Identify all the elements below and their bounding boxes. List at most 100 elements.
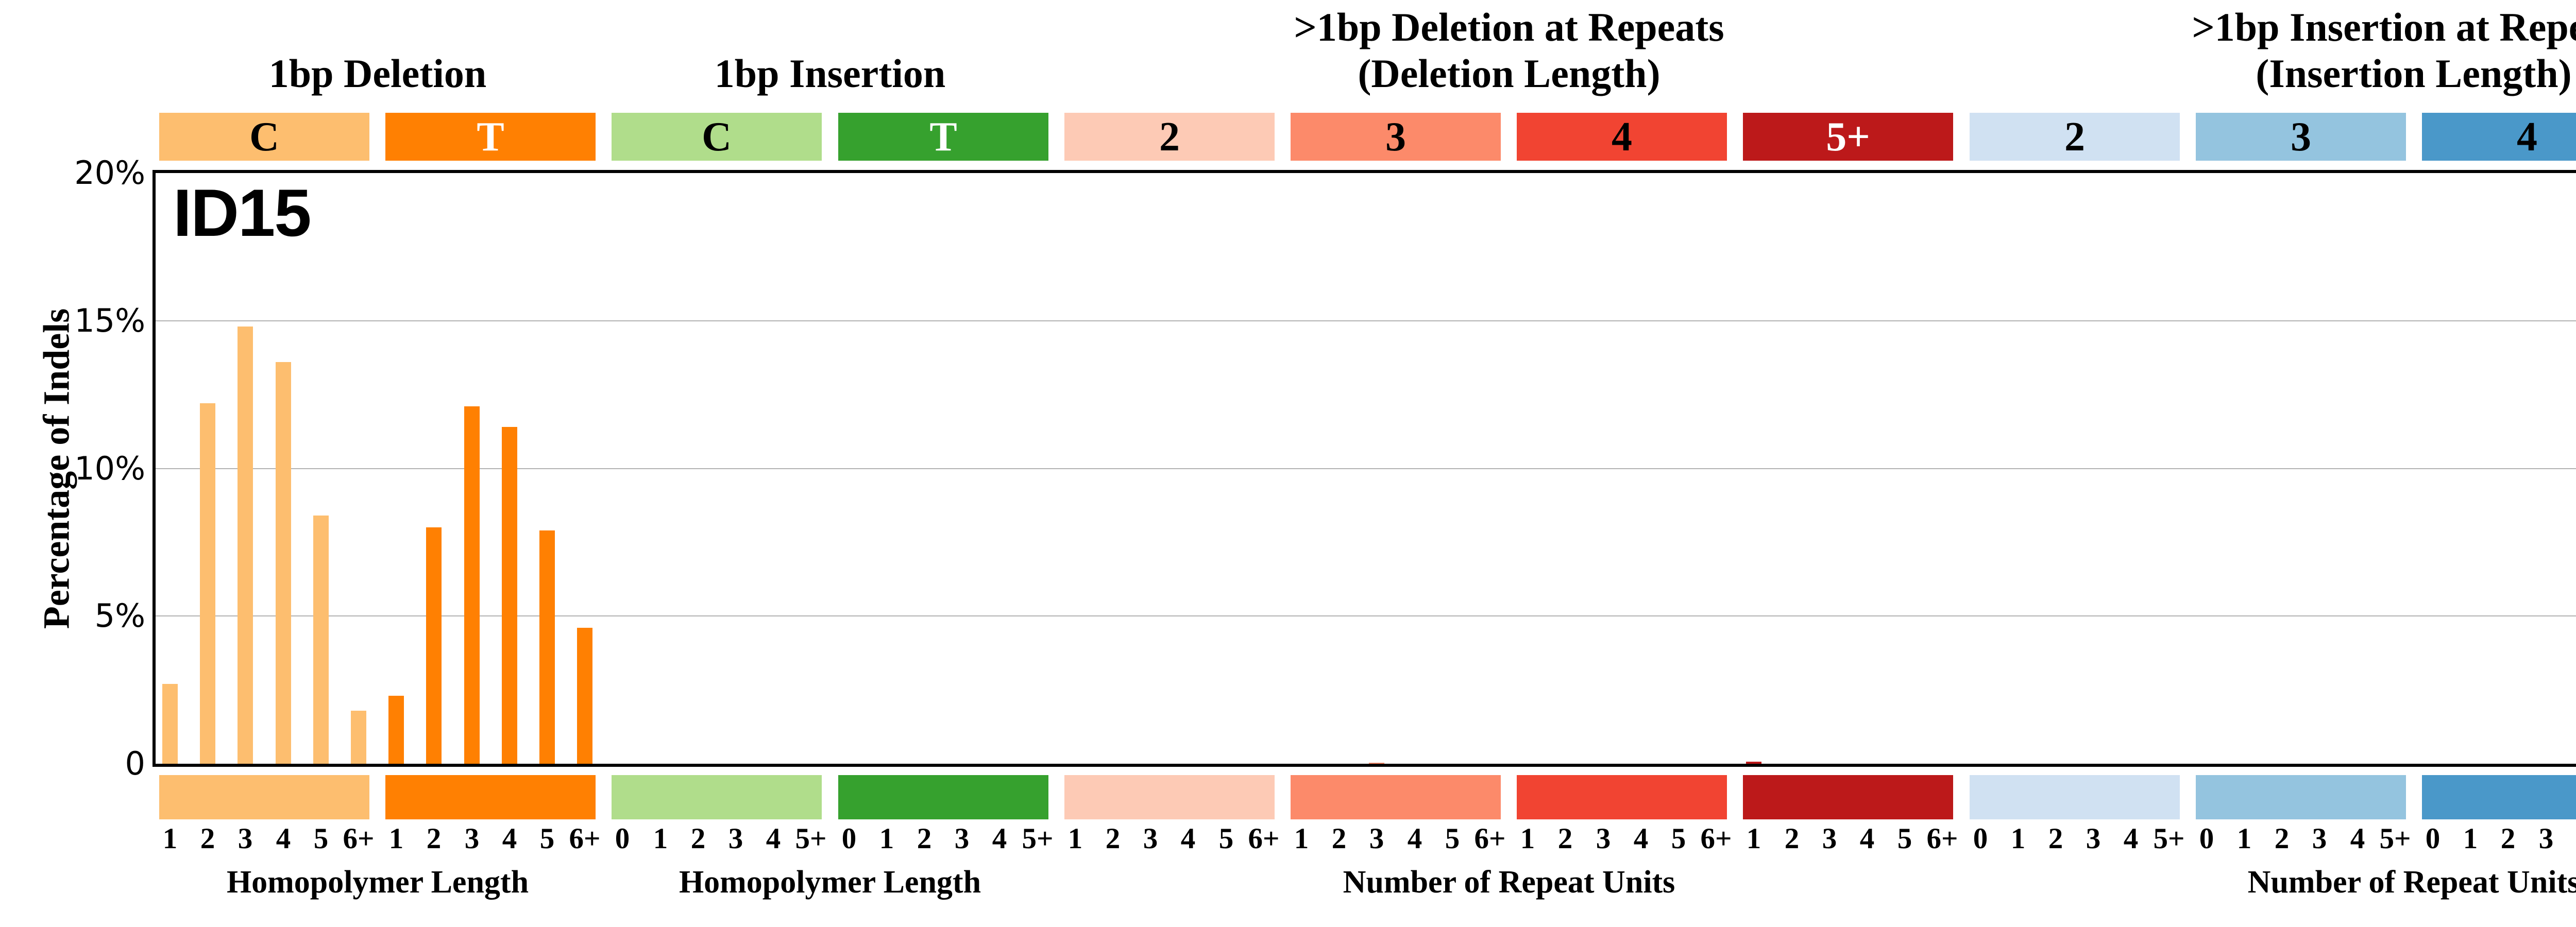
bar <box>1369 763 1384 764</box>
x-tick-label: 4 <box>1859 822 1875 855</box>
x-tick-label: 2 <box>2500 822 2516 855</box>
bottom-color-block <box>159 775 369 819</box>
x-tick-label: 1 <box>879 822 894 855</box>
group-title: 1bp Insertion <box>715 50 946 97</box>
section-header-block: C <box>612 113 822 161</box>
x-tick-label: 4 <box>276 822 291 855</box>
x-tick-label: 0 <box>841 822 857 855</box>
bar <box>426 527 442 764</box>
bottom-color-block <box>385 775 596 819</box>
x-tick-label: 2 <box>1331 822 1347 855</box>
bottom-color-block <box>2422 775 2576 819</box>
x-tick-label: 1 <box>653 822 668 855</box>
x-tick-label: 3 <box>728 822 743 855</box>
bar <box>238 327 253 764</box>
y-tick-label: 10% <box>74 450 145 487</box>
x-tick-label: 1 <box>388 822 404 855</box>
section-header-block: T <box>838 113 1048 161</box>
bottom-color-block <box>1970 775 2180 819</box>
x-tick-label: 0 <box>1973 822 1988 855</box>
section-header-block: 4 <box>2422 113 2576 161</box>
x-tick-label: 5 <box>313 822 329 855</box>
x-tick-label: 1 <box>1520 822 1535 855</box>
x-tick-label: 3 <box>954 822 970 855</box>
x-tick-label: 4 <box>1407 822 1422 855</box>
bar <box>200 403 215 764</box>
group-title: >1bp Deletion at Repeats (Deletion Length… <box>1294 4 1724 96</box>
group-title-line: (Insertion Length) <box>2256 50 2572 96</box>
x-tick-label: 3 <box>2312 822 2327 855</box>
bar <box>351 711 366 764</box>
x-tick-label: 5 <box>1445 822 1460 855</box>
bar <box>388 696 404 764</box>
x-tick-label: 1 <box>2010 822 2026 855</box>
y-tick-label: 0 <box>125 745 145 782</box>
grid-line <box>156 468 2576 469</box>
grid-line <box>156 615 2576 616</box>
group-title: 1bp Deletion <box>269 50 487 97</box>
x-tick-label: 2 <box>1557 822 1573 855</box>
x-tick-label: 2 <box>2274 822 2290 855</box>
x-tick-label: 1 <box>1294 822 1309 855</box>
x-axis-label: Homopolymer Length <box>679 865 981 900</box>
x-tick-label: 4 <box>502 822 517 855</box>
section-header-block: T <box>385 113 596 161</box>
group-title-line: 1bp Deletion <box>268 51 487 96</box>
bottom-color-block <box>1517 775 1727 819</box>
x-tick-label: 3 <box>1143 822 1158 855</box>
x-tick-label: 6+ <box>1700 822 1732 855</box>
x-tick-label: 5+ <box>795 822 827 855</box>
x-tick-label: 0 <box>2425 822 2441 855</box>
group-title-line: >1bp Insertion at Repeats <box>2192 5 2576 49</box>
x-tick-label: 5 <box>539 822 555 855</box>
bar <box>313 516 329 764</box>
group-title-line: (Deletion Length) <box>1358 50 1660 96</box>
x-tick-label: 4 <box>1633 822 1649 855</box>
x-axis-label: Number of Repeat Units <box>1343 865 1675 900</box>
x-tick-label: 5 <box>1671 822 1686 855</box>
bottom-color-block <box>838 775 1048 819</box>
x-axis-label: Homopolymer Length <box>226 865 529 900</box>
x-tick-label: 3 <box>2086 822 2101 855</box>
x-tick-label: 5+ <box>1022 822 1054 855</box>
x-tick-label: 4 <box>2123 822 2139 855</box>
bottom-color-block <box>2196 775 2406 819</box>
x-tick-label: 3 <box>464 822 480 855</box>
x-tick-label: 0 <box>2199 822 2214 855</box>
bottom-color-block <box>1291 775 1501 819</box>
section-header-block: 5+ <box>1743 113 1953 161</box>
x-tick-label: 0 <box>615 822 630 855</box>
bottom-color-block <box>1743 775 1953 819</box>
x-tick-label: 4 <box>992 822 1007 855</box>
x-tick-label: 2 <box>917 822 932 855</box>
bar <box>1746 762 1761 764</box>
grid-line <box>156 320 2576 321</box>
x-tick-label: 5+ <box>2379 822 2411 855</box>
section-header-block: 4 <box>1517 113 1727 161</box>
x-tick-label: 3 <box>2538 822 2554 855</box>
group-title-line: 1bp Insertion <box>714 51 946 96</box>
x-tick-label: 2 <box>1784 822 1800 855</box>
x-tick-label: 4 <box>2561 824 2576 853</box>
x-tick-label: 3 <box>238 822 253 855</box>
group-title-line: >1bp Deletion at Repeats <box>1294 5 1724 49</box>
x-tick-label: 6+ <box>569 822 601 855</box>
x-tick-label: 2 <box>200 822 215 855</box>
x-tick-label: 5 <box>1897 822 1912 855</box>
bar <box>539 530 555 764</box>
bar <box>162 684 178 764</box>
x-tick-label: 4 <box>1180 822 1196 855</box>
y-tick-label: 20% <box>74 154 145 192</box>
bottom-color-block <box>612 775 822 819</box>
x-tick-label: 1 <box>1067 822 1083 855</box>
section-header-block: 3 <box>1291 113 1501 161</box>
x-tick-label: 6+ <box>343 822 375 855</box>
section-header-block: 2 <box>1064 113 1275 161</box>
bar <box>276 362 291 764</box>
x-tick-label: 4 <box>766 822 781 855</box>
x-tick-label: 1 <box>1746 822 1761 855</box>
x-tick-label: 3 <box>1596 822 1611 855</box>
x-tick-label: 3 <box>1369 822 1384 855</box>
plot-area <box>152 170 2576 767</box>
x-tick-label: 1 <box>2463 822 2478 855</box>
